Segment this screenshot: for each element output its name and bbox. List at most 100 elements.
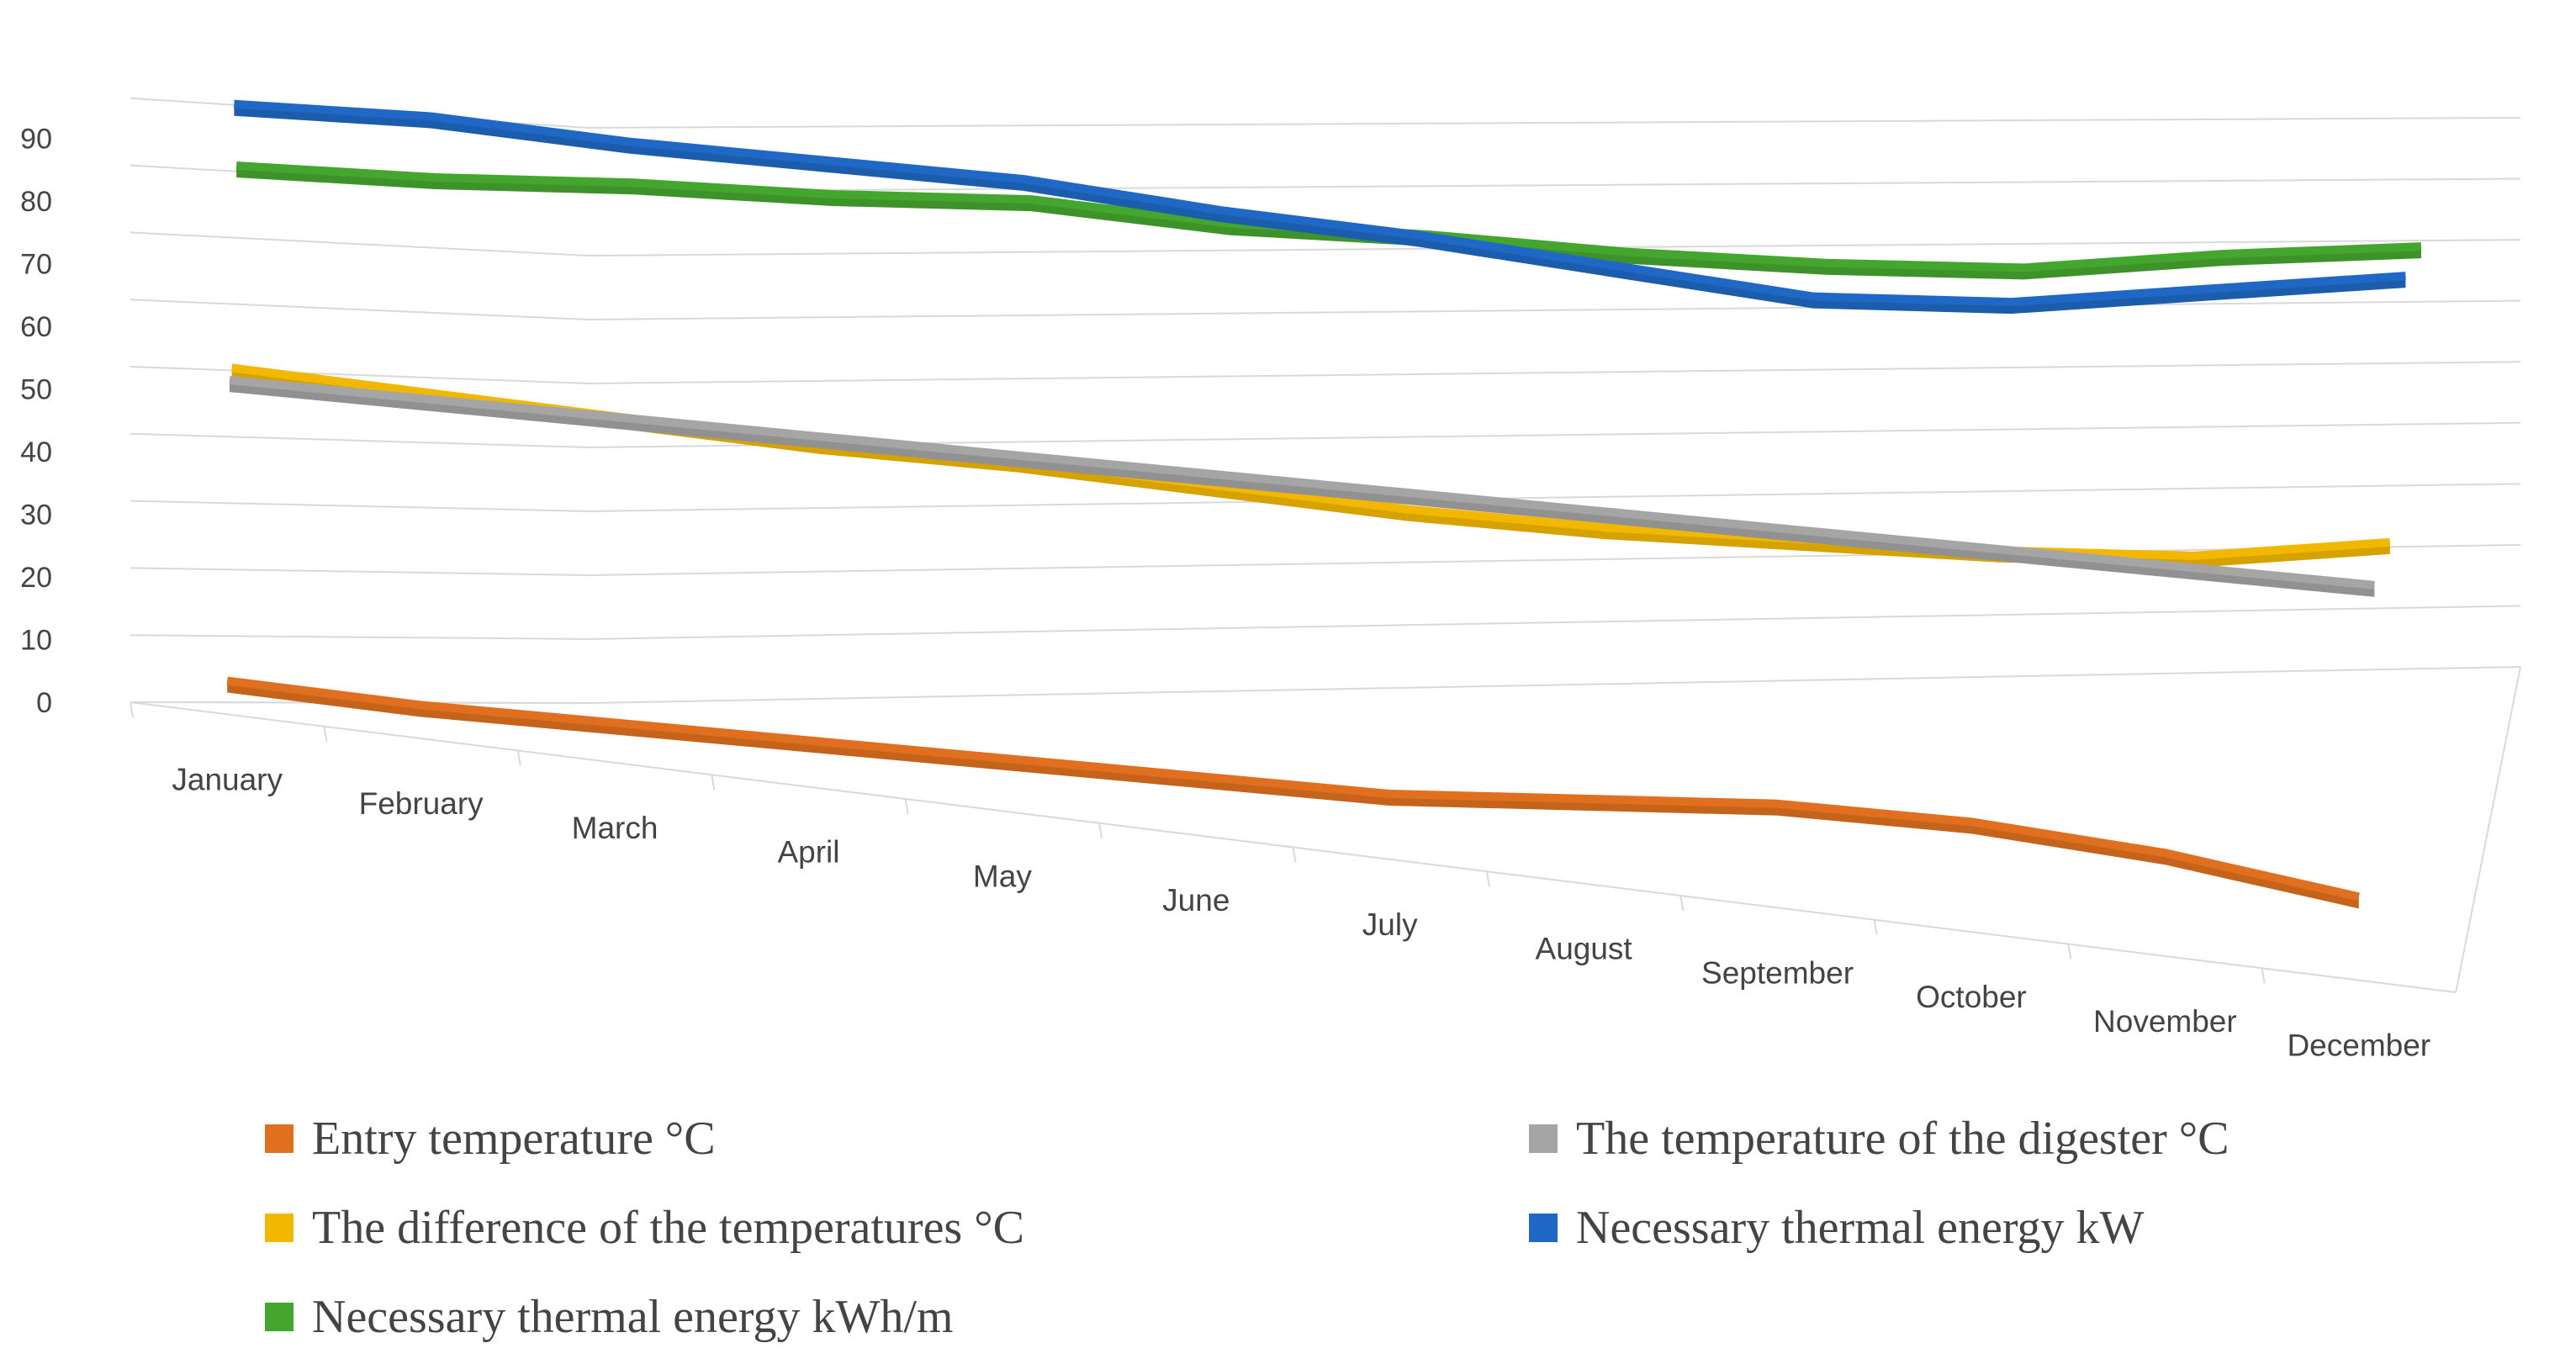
y-axis-ticks: 0 10 20 30 40 50 60 70 80 90 [20, 124, 52, 719]
x-tick-label: August [1536, 932, 1633, 966]
data-point[interactable] [1389, 799, 1391, 801]
x-tick-mark [516, 750, 521, 766]
data-point[interactable] [832, 199, 833, 201]
series-line[interactable] [229, 376, 2375, 590]
gridline-back [588, 299, 2521, 320]
data-point[interactable] [1615, 271, 1616, 272]
data-point[interactable] [1220, 215, 1222, 217]
series-line[interactable] [226, 676, 2360, 902]
series-line[interactable] [231, 363, 2391, 560]
gridline-side [130, 432, 590, 448]
gridlines [130, 97, 2521, 704]
data-point[interactable] [2193, 561, 2195, 563]
data-point[interactable] [421, 710, 422, 711]
x-tick-label: October [1916, 980, 2027, 1014]
x-tick-mark [1873, 919, 1878, 935]
data-point[interactable] [1801, 544, 1802, 546]
data-point[interactable] [434, 182, 436, 184]
data-point[interactable] [233, 109, 235, 111]
series-ribbon [231, 368, 2390, 568]
data-point[interactable] [235, 171, 237, 172]
y-tick-label: 60 [20, 311, 52, 343]
data-point[interactable] [1408, 515, 1410, 516]
x-tick-label: November [2093, 1004, 2237, 1039]
data-point[interactable] [1970, 827, 1972, 828]
data-point[interactable] [1626, 257, 1627, 259]
series-1 [229, 376, 2375, 597]
data-point[interactable] [1812, 302, 1814, 304]
data-point[interactable] [2389, 547, 2391, 549]
x-tick-mark [1292, 847, 1297, 863]
data-point[interactable] [813, 442, 815, 443]
x-tick-mark [1679, 895, 1685, 912]
x-tick-mark [323, 726, 328, 742]
floor-right-edge [2455, 666, 2521, 993]
gridline-back [588, 605, 2521, 640]
data-point[interactable] [619, 422, 621, 424]
data-point[interactable] [1030, 204, 1032, 206]
data-point[interactable] [2222, 259, 2224, 261]
data-point[interactable] [1984, 553, 1986, 554]
data-point[interactable] [1789, 534, 1791, 536]
data-point[interactable] [431, 122, 432, 124]
data-point[interactable] [2164, 858, 2166, 859]
y-tick-label: 10 [20, 625, 52, 657]
data-point[interactable] [1583, 804, 1584, 806]
data-point[interactable] [1023, 184, 1024, 186]
data-point[interactable] [226, 686, 228, 688]
data-point[interactable] [614, 727, 616, 729]
data-point[interactable] [628, 147, 630, 149]
data-point[interactable] [807, 746, 809, 748]
data-point[interactable] [2358, 902, 2360, 903]
data-point[interactable] [632, 188, 634, 189]
data-point[interactable] [1605, 532, 1606, 534]
gridline-side [130, 299, 590, 320]
y-tick-label: 30 [20, 500, 52, 531]
gridline-side [130, 500, 590, 512]
data-point[interactable] [2178, 572, 2180, 574]
data-point[interactable] [1594, 516, 1595, 517]
data-point[interactable] [2373, 590, 2375, 592]
x-tick-label: December [2287, 1029, 2431, 1063]
data-point[interactable] [2010, 307, 2012, 309]
data-point[interactable] [1777, 809, 1779, 811]
data-point[interactable] [229, 385, 230, 387]
x-tick-label: September [1701, 955, 1854, 990]
data-point[interactable] [1195, 781, 1197, 783]
x-tick-label: February [359, 786, 484, 821]
series-0 [226, 676, 2360, 909]
data-point[interactable] [2023, 272, 2025, 274]
gridline-side [130, 567, 590, 576]
gridline-side [130, 366, 590, 384]
x-tick-mark [711, 775, 716, 791]
data-point[interactable] [1418, 241, 1420, 242]
y-tick-label: 80 [20, 186, 52, 218]
data-point[interactable] [1212, 490, 1214, 492]
data-point[interactable] [2420, 251, 2422, 253]
x-tick-mark [2261, 968, 2266, 984]
data-point[interactable] [1002, 764, 1003, 765]
x-axis-ticks: January February March April May June July Augu… [130, 701, 2431, 1063]
data-point[interactable] [1008, 460, 1010, 462]
x-tick-mark [2067, 944, 2072, 960]
x-tick-label: April [777, 835, 839, 870]
gridline-back [588, 361, 2521, 384]
gridline-back [588, 666, 2521, 704]
x-tick-label: March [572, 811, 659, 845]
x-tick-mark [1485, 871, 1490, 887]
series-line[interactable] [234, 99, 2406, 307]
data-point[interactable] [1399, 497, 1400, 499]
data-point[interactable] [1824, 268, 1826, 270]
data-point[interactable] [826, 166, 828, 167]
x-tick-mark [904, 798, 909, 815]
gridline-back [588, 177, 2521, 193]
data-point[interactable] [2404, 281, 2406, 283]
data-point[interactable] [424, 404, 426, 405]
y-tick-label: 50 [20, 374, 52, 406]
data-point[interactable] [1203, 479, 1205, 480]
data-point[interactable] [231, 373, 233, 374]
data-point[interactable] [1229, 229, 1230, 230]
data-point[interactable] [2208, 294, 2209, 296]
x-tick-label: January [172, 762, 283, 796]
